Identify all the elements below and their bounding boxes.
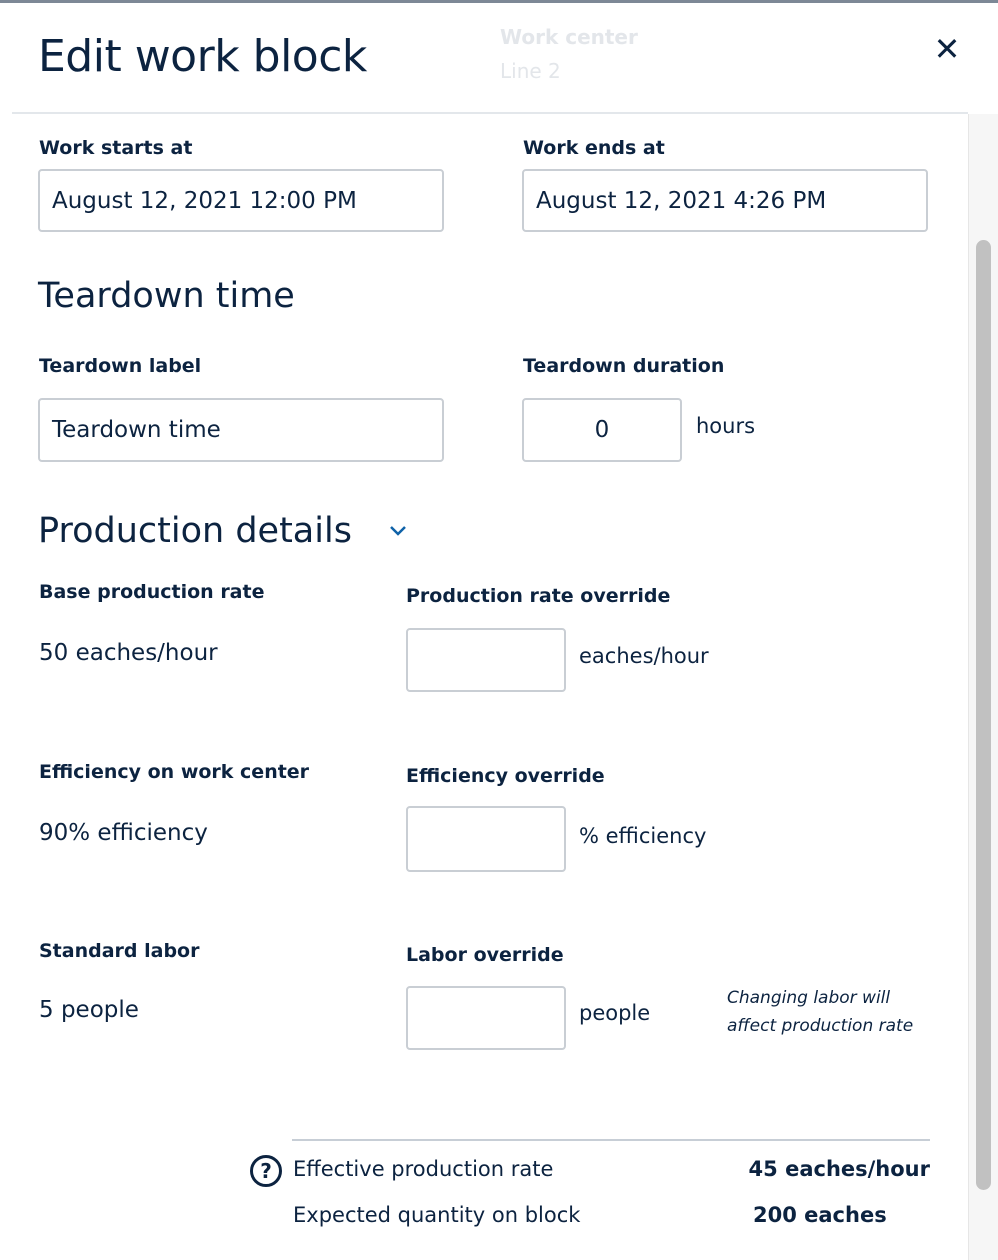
labor-override-unit: people [579,1001,651,1025]
efficiency-label: Efficiency on work center [39,761,310,783]
scrollbar-thumb[interactable] [976,240,991,1190]
base-rate-label: Base production rate [39,581,265,603]
question-circle-icon[interactable]: ? [250,1155,282,1187]
efficiency-override-unit: % efficiency [579,824,707,848]
rate-override-input[interactable] [406,628,566,692]
teardown-label-label: Teardown label [39,355,202,377]
modal-title: Edit work block [38,31,367,82]
teardown-duration-unit: hours [696,414,756,438]
efficiency-value: 90% efficiency [39,820,208,846]
backdrop-bar [0,0,998,3]
chevron-down-icon[interactable] [386,518,410,542]
standard-labor-value: 5 people [39,997,139,1023]
teardown-heading: Teardown time [38,276,295,316]
labor-override-label: Labor override [406,944,564,966]
expected-quantity-label: Expected quantity on block [293,1203,581,1227]
rate-override-label: Production rate override [406,585,671,607]
effective-rate-label: Effective production rate [293,1157,554,1181]
standard-labor-label: Standard labor [39,940,200,962]
rate-override-unit: eaches/hour [579,644,709,668]
summary-divider [292,1139,930,1141]
production-details-heading: Production details [38,511,352,551]
teardown-label-input[interactable]: Teardown time [38,398,444,462]
close-icon[interactable]: ✕ [933,30,961,68]
labor-override-input[interactable] [406,986,566,1050]
efficiency-override-input[interactable] [406,806,566,872]
background-work-center-value: Line 2 [500,59,561,83]
background-work-center-label: Work center [500,25,638,49]
efficiency-override-label: Efficiency override [406,765,605,787]
header-divider [12,112,968,114]
teardown-duration-label: Teardown duration [523,355,725,377]
work-ends-label: Work ends at [523,137,665,159]
expected-quantity-value: 200 eaches [753,1203,887,1227]
base-rate-value: 50 eaches/hour [39,640,218,666]
work-ends-input[interactable]: August 12, 2021 4:26 PM [522,169,928,232]
teardown-duration-input[interactable]: 0 [522,398,682,462]
labor-note-line-2: affect production rate [727,1016,914,1036]
work-starts-label: Work starts at [39,137,193,159]
effective-rate-value: 45 eaches/hour [748,1157,930,1181]
work-starts-input[interactable]: August 12, 2021 12:00 PM [38,169,444,232]
labor-note-line-1: Changing labor will [727,988,891,1008]
